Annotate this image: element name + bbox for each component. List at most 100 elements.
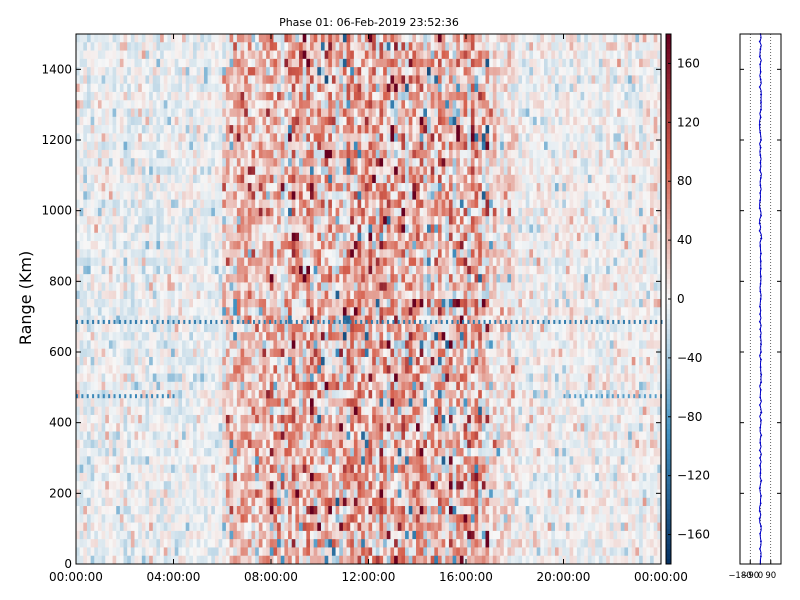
heatmap-cell (302, 323, 307, 333)
heatmap-cell (280, 100, 285, 109)
heatmap-cell (335, 489, 340, 499)
heatmap-cell (207, 530, 212, 540)
heatmap-cell (101, 522, 106, 532)
heatmap-cell (86, 75, 91, 84)
heatmap-cell (112, 365, 117, 374)
heatmap-cell (97, 431, 102, 441)
heatmap-cell (90, 439, 95, 449)
heatmap-cell (236, 406, 241, 416)
heatmap-cell (130, 406, 135, 416)
heatmap-cell (288, 257, 293, 267)
heatmap-cell (284, 91, 289, 101)
heatmap-cell (240, 431, 245, 441)
heatmap-cell (112, 406, 117, 416)
heatmap-cell (145, 116, 150, 126)
heatmap-cell (335, 340, 340, 349)
heatmap-cell (328, 423, 333, 432)
heatmap-cell (225, 83, 230, 93)
heatmap-cell (324, 42, 329, 51)
heatmap-cell (277, 539, 282, 548)
heatmap-cell (79, 174, 84, 184)
heatmap-cell (127, 423, 132, 432)
heatmap-cell (328, 232, 333, 242)
heatmap-cell (189, 530, 194, 540)
heatmap-cell (138, 506, 143, 515)
heatmap-cell (83, 390, 88, 399)
heatmap-cell (255, 332, 260, 341)
heatmap-cell (342, 108, 347, 118)
heatmap-cell (310, 282, 314, 292)
heatmap-cell (138, 448, 143, 457)
heatmap-cell (134, 373, 139, 383)
heatmap-cell (90, 34, 95, 43)
heatmap-cell (302, 224, 307, 234)
heatmap-cell (357, 365, 362, 374)
heatmap-cell (138, 439, 143, 449)
heatmap-cell (145, 356, 150, 366)
heatmap-cell (138, 265, 143, 275)
heatmap-cell (269, 555, 274, 565)
heatmap-cell (160, 265, 165, 275)
heatmap-cell (295, 274, 300, 283)
heatmap-cell (94, 406, 99, 416)
heatmap-cell (229, 67, 234, 76)
heatmap-cell (357, 241, 362, 250)
heatmap-cell (262, 58, 267, 68)
heatmap-cell (306, 257, 311, 267)
heatmap-cell (189, 125, 194, 134)
heatmap-cell (258, 481, 263, 490)
heatmap-cell (299, 555, 303, 565)
heatmap-cell (302, 356, 307, 366)
heatmap-cell (222, 356, 227, 366)
heatmap-cell (269, 108, 274, 118)
heatmap-cell (291, 83, 296, 93)
heatmap-cell (193, 414, 197, 424)
heatmap-cell (233, 323, 238, 333)
heatmap-cell (225, 58, 230, 68)
heatmap-cell (251, 522, 256, 532)
heatmap-cell (313, 158, 318, 167)
heatmap-cell (313, 340, 318, 349)
heatmap-cell (313, 332, 318, 341)
heatmap-cell (346, 257, 351, 267)
heatmap-cell (291, 406, 296, 416)
heatmap-cell (149, 133, 154, 142)
heatmap-cell (262, 514, 267, 523)
heatmap-cell (269, 141, 274, 151)
heatmap-cell (353, 50, 358, 60)
heatmap-cell (295, 506, 300, 515)
heatmap-cell (149, 332, 154, 341)
heatmap-cell (108, 108, 113, 118)
heatmap-cell (145, 448, 150, 457)
heatmap-cell (134, 75, 139, 84)
heatmap-cell (251, 282, 256, 292)
heatmap-cell (324, 257, 329, 267)
heatmap-cell (134, 431, 139, 441)
heatmap-cell (167, 315, 172, 325)
heatmap-cell (149, 207, 154, 217)
heatmap-cell (156, 448, 161, 457)
heatmap-cell (236, 224, 241, 234)
heatmap-cell (306, 100, 311, 109)
heatmap-cell (306, 282, 311, 292)
heatmap-cell (134, 315, 139, 325)
heatmap-cell (320, 116, 325, 126)
heatmap-cell (284, 448, 289, 457)
heatmap-cell (244, 166, 249, 176)
heatmap-cell (335, 232, 340, 242)
heatmap-cell (97, 274, 102, 283)
heatmap-cell (331, 423, 336, 432)
heatmap-cell (83, 448, 88, 457)
heatmap-cell (357, 506, 362, 515)
heatmap-cell (108, 232, 113, 242)
heatmap-cell (353, 431, 358, 441)
heatmap-cell (288, 530, 293, 540)
heatmap-cell (262, 340, 267, 349)
heatmap-cell (149, 282, 154, 292)
heatmap-cell (247, 216, 252, 225)
heatmap-cell (214, 108, 219, 118)
heatmap-cell (123, 100, 128, 109)
heatmap-cell (105, 207, 110, 217)
heatmap-cell (178, 149, 183, 159)
heatmap-cell (160, 356, 165, 366)
